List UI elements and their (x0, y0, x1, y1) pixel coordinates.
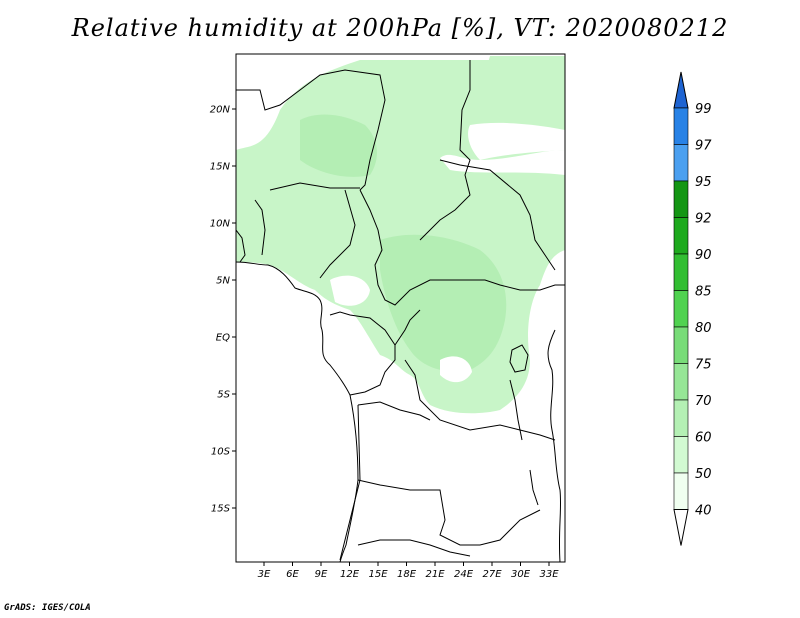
colorbar-label: 85 (695, 285, 712, 300)
border-7 (394, 309, 556, 441)
border-1 (236, 69, 386, 191)
lat-tick-label: 15S (211, 504, 231, 515)
colorbar-segment (673, 253, 689, 291)
colorbar-label: 90 (695, 248, 712, 263)
lat-tick-label: EQ (216, 333, 230, 344)
colorbar-segment (673, 363, 689, 401)
colorbar-segment (673, 326, 689, 364)
lon-tick-label: 6E (286, 569, 299, 580)
border-4 (419, 60, 471, 241)
colorbar-label: 97 (695, 139, 712, 154)
lon-tick-label: 30E (511, 569, 531, 580)
lon-axis: 3E 6E 9E 12E 15E 18E 21E 24E 27E 30E 33E (258, 562, 559, 580)
lon-tick-label: 27E (482, 569, 502, 580)
border-10 (339, 404, 361, 561)
lake-malawi (529, 469, 539, 506)
lat-tick-label: 10N (210, 219, 231, 230)
plot-frame (235, 53, 566, 563)
colorbar-bottom-arrow (673, 509, 689, 546)
lat-tick-label: 5S (217, 390, 230, 401)
lat-axis: 20N 15N 10N 5N EQ 5S 10S 15S (210, 105, 236, 515)
lon-tick-label: 3E (258, 569, 271, 580)
humidity-region-dry (468, 122, 565, 160)
border-8 (357, 401, 541, 546)
colorbar-segment (673, 290, 689, 328)
colorbar-label: 50 (695, 467, 712, 482)
lat-tick-label: 10S (211, 447, 231, 458)
humidity-region-gap2 (440, 356, 472, 383)
colorbar-label: 70 (695, 394, 712, 409)
humidity-region-north (300, 114, 377, 177)
lat-tick-label: 15N (210, 162, 231, 173)
colorbar-segment (673, 144, 689, 182)
colorbar-label: 75 (695, 358, 712, 373)
border-3 (269, 182, 360, 279)
colorbar-label: 40 (695, 504, 712, 519)
border-5 (439, 159, 556, 271)
lon-tick-label: 9E (315, 569, 328, 580)
colorbar-segment (673, 107, 689, 145)
lon-tick-label: 18E (397, 569, 417, 580)
border-9 (357, 539, 471, 557)
colorbar-segment (673, 472, 689, 510)
lat-tick-label: 20N (210, 105, 231, 116)
colorbar-segment (673, 399, 689, 437)
colorbar-label: 80 (695, 321, 712, 336)
humidity-region-center (380, 234, 507, 372)
lon-tick-label: 33E (539, 569, 559, 580)
humidity-region-gap (330, 275, 370, 306)
colorbar-segment (673, 217, 689, 255)
colorbar-label: 60 (695, 431, 712, 446)
colorbar-segment (673, 436, 689, 474)
lake-victoria (509, 344, 529, 373)
humidity-region-east (488, 56, 565, 120)
colorbar-label: 99 (695, 102, 712, 117)
colorbar-segment (673, 180, 689, 218)
lon-tick-label: 15E (368, 569, 388, 580)
humidity-shading (236, 56, 565, 414)
colorbar-label: 92 (695, 212, 712, 227)
border-2 (359, 189, 565, 306)
coastline-east-africa (547, 329, 562, 562)
colorbar-label: 95 (695, 175, 712, 190)
coastline-west-africa (236, 261, 359, 562)
lon-tick-label: 24E (454, 569, 474, 580)
colorbar-top-arrow (673, 71, 689, 109)
chart-title: Relative humidity at 200hPa [%], VT: 202… (71, 14, 729, 42)
lon-tick-label: 21E (425, 569, 445, 580)
colorbar: 99 97 95 92 90 85 80 75 70 60 50 40 (673, 71, 712, 546)
lake-tanganyika (509, 379, 523, 441)
map-borders (236, 60, 565, 562)
border-11 (236, 199, 266, 263)
lon-tick-label: 12E (340, 569, 360, 580)
credit-label: GrADS: IGES/COLA (4, 603, 91, 613)
lat-tick-label: 5N (216, 276, 230, 287)
